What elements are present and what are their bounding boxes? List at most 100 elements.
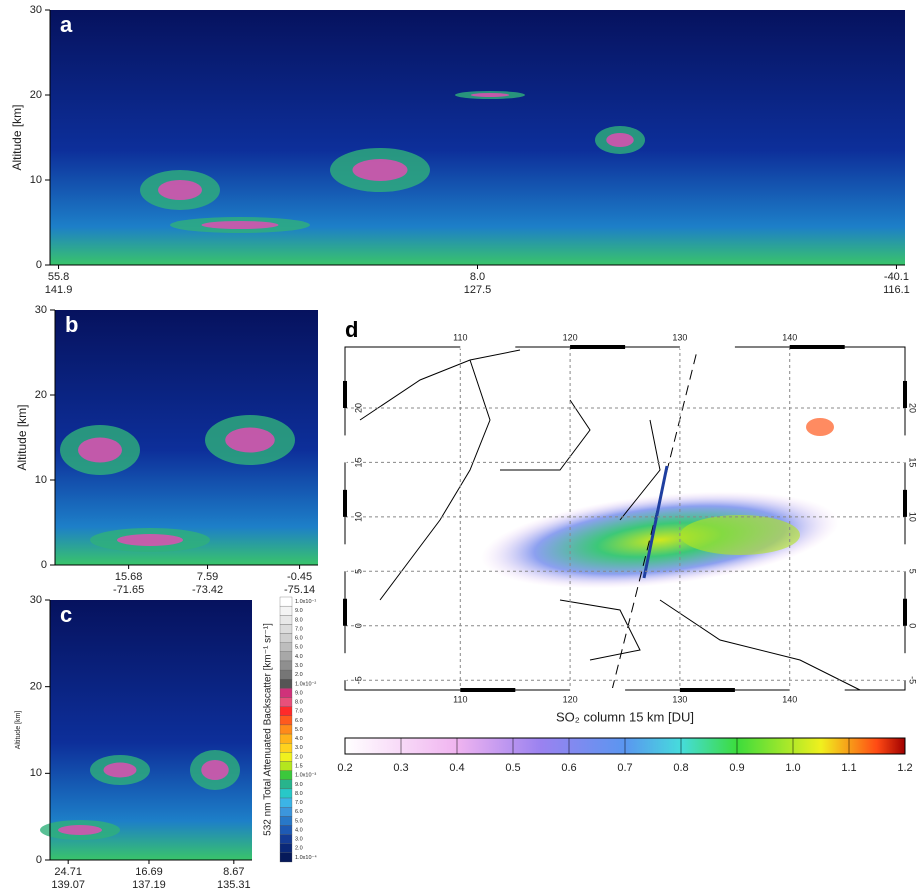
y-tick-label-right: 10	[908, 512, 918, 522]
legend-swatch	[280, 816, 292, 825]
colorbar-tick-label: 0.5	[505, 762, 520, 774]
x-tick-label-top: 140	[782, 332, 797, 342]
y-axis-label: Altitude [km]	[15, 711, 22, 750]
cloud-core	[104, 763, 137, 778]
legend-label: 3.0	[295, 745, 303, 751]
x-tick-label: 7.59	[197, 571, 218, 583]
frame-bar	[460, 345, 515, 349]
y-tick-label: 30	[30, 594, 42, 606]
y-tick-label: 0	[353, 623, 363, 628]
legend-swatch	[280, 853, 292, 862]
colorbar-tick-label: 0.6	[561, 762, 576, 774]
y-tick-label: 10	[30, 767, 42, 779]
y-tick-label: 0	[36, 259, 42, 271]
y-tick-label: 20	[353, 403, 363, 413]
legend-label: 4.0	[295, 736, 303, 742]
panel-letter: a	[60, 12, 73, 37]
x-tick-label-top: 110	[453, 332, 467, 342]
legend-label: 2.0	[295, 754, 303, 760]
frame-bar	[903, 653, 907, 680]
legend-label: 1.0x10⁻²	[295, 681, 316, 687]
frame-bar	[343, 544, 347, 571]
x-tick-label-2: -73.42	[192, 584, 223, 596]
legend-label: 7.0	[295, 800, 303, 806]
x-tick-label-2: 135.31	[217, 879, 251, 891]
x-tick-label-2: 141.9	[45, 284, 73, 296]
y-tick-label: 0	[41, 559, 47, 571]
legend-swatch	[280, 844, 292, 853]
y-axis-label: Altitude [km]	[10, 104, 24, 170]
frame-bar	[460, 688, 515, 692]
legend-label: 3.0	[295, 837, 303, 843]
y-tick-label: 30	[30, 4, 42, 16]
x-tick-label: 110	[453, 694, 467, 704]
frame-bar	[790, 345, 845, 349]
legend-label: 8.0	[295, 700, 303, 706]
so2-plume	[680, 515, 800, 555]
legend-swatch	[280, 716, 292, 725]
x-tick-label: -0.45	[287, 571, 312, 583]
legend-swatch	[280, 825, 292, 834]
frame-bar	[343, 435, 347, 462]
x-tick-label-2: 139.07	[51, 879, 85, 891]
y-tick-label: 0	[36, 854, 42, 866]
legend-label: 6.0	[295, 809, 303, 815]
cloud-core	[225, 428, 275, 453]
legend-swatch	[280, 634, 292, 643]
x-tick-label: 120	[563, 694, 578, 704]
x-tick-label: -40.1	[884, 271, 909, 283]
legend-label: 1.0x10⁻¹	[295, 599, 316, 605]
legend-swatch	[280, 789, 292, 798]
frame-bar	[343, 381, 347, 408]
frame-bar	[680, 345, 735, 349]
cloud-core	[471, 93, 510, 97]
y-tick-label: 10	[353, 512, 363, 522]
x-tick-label: 24.71	[54, 866, 82, 878]
x-tick-label-2: -71.65	[113, 584, 144, 596]
so2-plume	[806, 418, 834, 436]
y-tick-label: -5	[353, 676, 363, 684]
y-tick-label: 5	[353, 569, 363, 574]
legend-label: 8.0	[295, 617, 303, 623]
cloud-core	[201, 760, 229, 780]
colorbar-tick-label: 0.4	[449, 762, 464, 774]
legend-label: 3.0	[295, 663, 303, 669]
colorbar-tick-label: 1.1	[841, 762, 856, 774]
legend-swatch	[280, 807, 292, 816]
legend-label: 5.0	[295, 727, 303, 733]
x-tick-label: 16.69	[135, 866, 163, 878]
legend-swatch	[280, 798, 292, 807]
x-tick-label: 8.67	[223, 866, 244, 878]
legend-label: 5.0	[295, 645, 303, 651]
x-tick-label-2: 137.19	[132, 879, 166, 891]
legend-swatch	[280, 752, 292, 761]
x-tick-label-2: 116.1	[883, 284, 910, 296]
frame-bar	[570, 688, 625, 692]
legend-swatch	[280, 652, 292, 661]
frame-bar	[903, 490, 907, 517]
legend-label: 1.0x10⁻⁴	[295, 854, 317, 861]
legend-label: 6.0	[295, 718, 303, 724]
frame-bar	[790, 688, 845, 692]
cloud-core	[158, 180, 202, 200]
legend-swatch	[280, 661, 292, 670]
legend-swatch	[280, 606, 292, 615]
frame-bar	[570, 345, 625, 349]
panel-letter: c	[60, 602, 72, 627]
legend-label: 1.0x10⁻³	[295, 773, 316, 779]
legend-swatch	[280, 679, 292, 688]
legend-swatch	[280, 688, 292, 697]
x-tick-label-top: 130	[672, 332, 687, 342]
legend-label: 4.0	[295, 827, 303, 833]
legend-swatch	[280, 761, 292, 770]
legend-label: 1.5	[295, 764, 303, 770]
legend-swatch	[280, 624, 292, 633]
legend-swatch	[280, 734, 292, 743]
x-tick-label-2: 127.5	[464, 284, 492, 296]
colorbar-tick-label: 0.9	[729, 762, 744, 774]
legend-label: 9.0	[295, 608, 303, 614]
legend-swatch	[280, 743, 292, 752]
legend-label: 5.0	[295, 818, 303, 824]
legend-label: 2.0	[295, 846, 303, 852]
legend-label: 8.0	[295, 791, 303, 797]
